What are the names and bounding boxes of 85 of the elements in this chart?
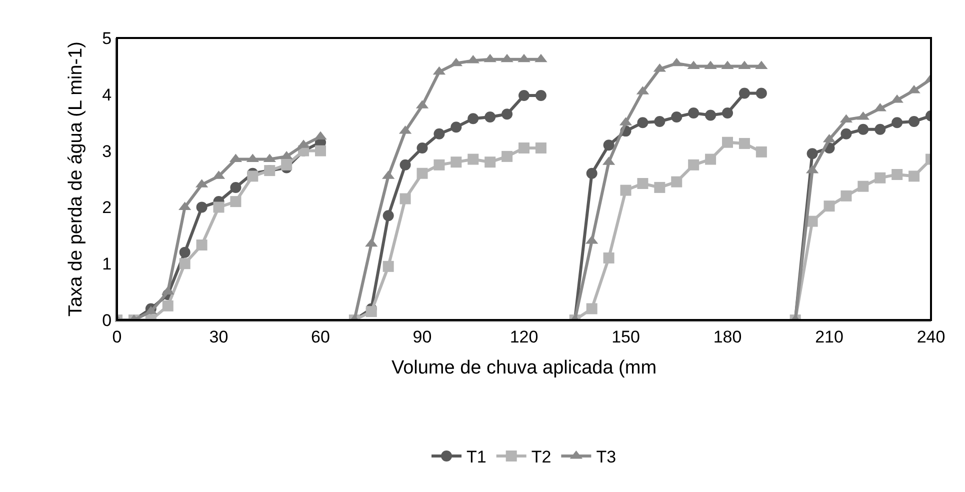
point <box>688 159 700 170</box>
point <box>230 182 242 193</box>
point <box>637 117 648 128</box>
x-tick-label: 210 <box>815 327 844 346</box>
point <box>468 113 479 124</box>
point <box>535 90 546 102</box>
point <box>908 116 920 127</box>
point <box>450 122 462 133</box>
x-tick-label: 150 <box>612 327 640 346</box>
point <box>908 170 920 182</box>
x-tick-label: 240 <box>916 327 946 346</box>
legend-label: T2 <box>531 448 552 467</box>
point <box>858 180 869 192</box>
point <box>688 108 700 119</box>
point <box>840 128 852 140</box>
x-tick-label: 90 <box>412 327 432 346</box>
point <box>416 168 428 179</box>
point <box>824 200 835 212</box>
point <box>535 142 546 154</box>
point <box>738 138 750 149</box>
point <box>671 111 682 122</box>
point <box>620 184 632 196</box>
point <box>502 108 513 120</box>
point <box>722 108 733 119</box>
point <box>874 172 886 184</box>
point <box>281 159 292 170</box>
point <box>416 142 428 154</box>
y-tick-label: 2 <box>102 198 112 218</box>
y-axis-title: Taxa de perda de água (L min-1) <box>65 42 86 316</box>
point <box>450 156 462 168</box>
point <box>806 216 818 227</box>
y-tick-label: 3 <box>102 142 112 161</box>
point <box>892 168 903 180</box>
legend-label: T1 <box>466 448 486 467</box>
point <box>586 303 598 314</box>
y-tick-label: 1 <box>102 254 112 274</box>
point <box>756 146 767 158</box>
point <box>434 159 445 170</box>
point <box>654 116 666 127</box>
point <box>603 140 614 151</box>
point <box>382 210 394 222</box>
point <box>603 252 614 264</box>
y-tick-label: 4 <box>102 85 112 104</box>
point <box>840 190 852 202</box>
point <box>179 258 190 270</box>
point <box>162 300 174 312</box>
point <box>705 110 716 121</box>
point <box>756 88 767 99</box>
point <box>874 124 886 135</box>
y-tick-label: 0 <box>102 310 112 330</box>
point <box>247 170 258 182</box>
point <box>196 239 208 250</box>
point <box>738 88 750 99</box>
point <box>586 168 598 179</box>
point <box>705 154 716 165</box>
x-tick-label: 30 <box>209 327 228 346</box>
point <box>213 202 224 213</box>
point <box>518 142 530 154</box>
point <box>637 178 648 190</box>
point <box>806 148 818 160</box>
point <box>671 176 682 188</box>
point <box>434 128 445 140</box>
point <box>230 196 242 208</box>
point <box>382 260 394 272</box>
point <box>892 117 903 128</box>
point <box>315 145 326 156</box>
point <box>400 159 411 170</box>
point <box>366 306 377 318</box>
x-axis-title: Volume de chuva aplicada (mm <box>391 358 657 379</box>
point <box>179 246 190 258</box>
x-tick-label: 120 <box>510 327 538 346</box>
point <box>722 136 733 148</box>
point <box>502 150 513 162</box>
point <box>468 154 479 165</box>
point <box>484 156 496 168</box>
point <box>484 111 496 122</box>
y-tick-label: 5 <box>102 28 112 48</box>
point <box>518 90 530 102</box>
point <box>400 193 411 204</box>
x-tick-label: 180 <box>713 327 742 346</box>
point <box>196 202 208 213</box>
point <box>858 124 869 135</box>
x-tick-label: 60 <box>311 327 330 346</box>
point <box>654 182 666 193</box>
legend-label: T3 <box>596 448 616 467</box>
